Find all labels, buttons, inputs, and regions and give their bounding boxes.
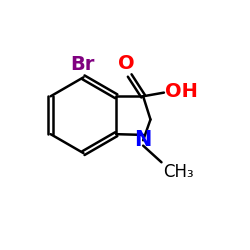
Text: N: N (134, 130, 152, 150)
Text: Br: Br (70, 56, 94, 74)
Text: OH: OH (165, 82, 198, 101)
Text: CH₃: CH₃ (163, 164, 193, 182)
Text: O: O (118, 54, 134, 72)
